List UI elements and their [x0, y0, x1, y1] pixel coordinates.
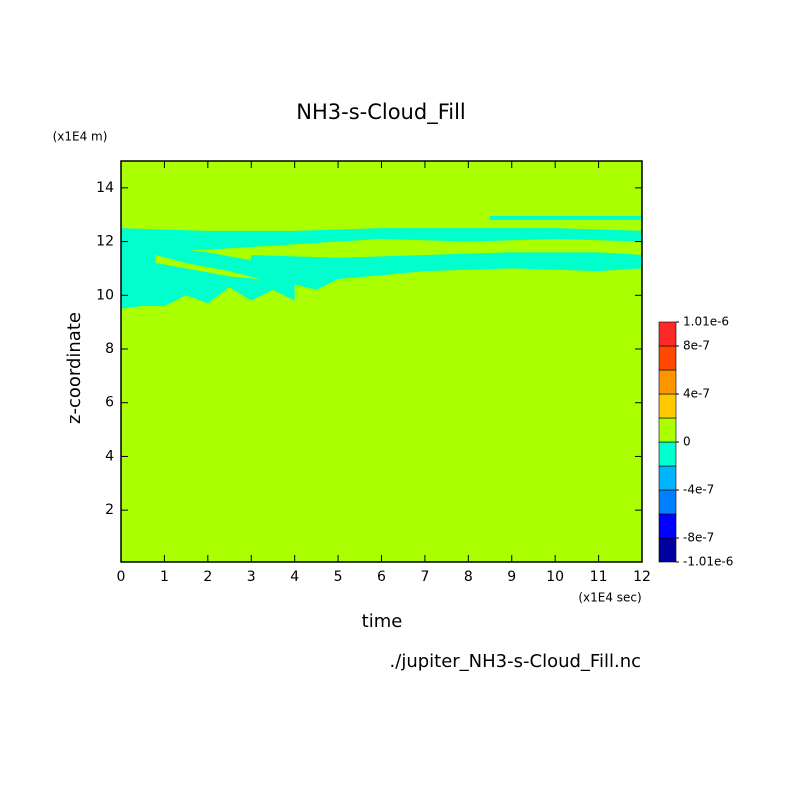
- y-axis-label: z-coordinate: [64, 312, 85, 424]
- colorbar-band: [658, 489, 677, 515]
- colorbar-label: -8e-7: [683, 531, 714, 545]
- x-tick-label: 12: [633, 569, 651, 585]
- x-axis-label: time: [362, 611, 403, 632]
- x-tick-label: 11: [590, 569, 608, 585]
- colorbar-band: [658, 393, 677, 419]
- colorbar-label: 4e-7: [683, 387, 710, 401]
- x-tick-label: 4: [290, 569, 299, 585]
- colorbar-band: [658, 513, 677, 539]
- field: [121, 161, 642, 562]
- colorbar-band: [658, 369, 677, 395]
- x-tick-label: 6: [377, 569, 386, 585]
- colorbar-band: [658, 417, 677, 443]
- x-tick-label: 10: [546, 569, 564, 585]
- field-patch: [251, 252, 642, 290]
- colorbar-band: [658, 441, 677, 467]
- field-patch: [490, 216, 642, 221]
- x-tick-label: 1: [160, 569, 169, 585]
- y-tick-label: 14: [96, 180, 114, 196]
- y-tick-label: 6: [105, 395, 114, 411]
- field-patch: [121, 228, 642, 253]
- colorbar-label: -4e-7: [683, 483, 714, 497]
- colorbar-label: 1.01e-6: [683, 315, 729, 329]
- chart-title: NH3-s-Cloud_Fill: [296, 100, 466, 125]
- x-tick-label: 2: [203, 569, 212, 585]
- colorbar-band: [658, 465, 677, 491]
- y-tick-label: 12: [96, 234, 114, 250]
- colorbar-label: 0: [683, 435, 691, 449]
- x-tick-label: 9: [507, 569, 516, 585]
- x-unit: (x1E4 sec): [578, 591, 641, 605]
- y-tick-label: 8: [105, 341, 114, 357]
- y-tick-label: 10: [96, 287, 114, 303]
- field-background: [121, 161, 642, 562]
- source-label: ./jupiter_NH3-s-Cloud_Fill.nc: [390, 651, 641, 672]
- x-tick-label: 0: [117, 569, 126, 585]
- colorbar-band: [658, 345, 677, 371]
- y-unit: (x1E4 m): [53, 130, 108, 144]
- colorbar-label: -1.01e-6: [683, 555, 733, 569]
- field-patch: [155, 255, 260, 280]
- colorbar-band: [658, 537, 677, 563]
- y-tick-label: 4: [105, 448, 114, 464]
- y-tick-label: 2: [105, 502, 114, 518]
- colorbar-label: 8e-7: [683, 339, 710, 353]
- x-tick-label: 8: [464, 569, 473, 585]
- x-tick-label: 5: [334, 569, 343, 585]
- colorbar-band: [658, 321, 677, 347]
- x-tick-label: 7: [420, 569, 429, 585]
- x-tick-label: 3: [247, 569, 256, 585]
